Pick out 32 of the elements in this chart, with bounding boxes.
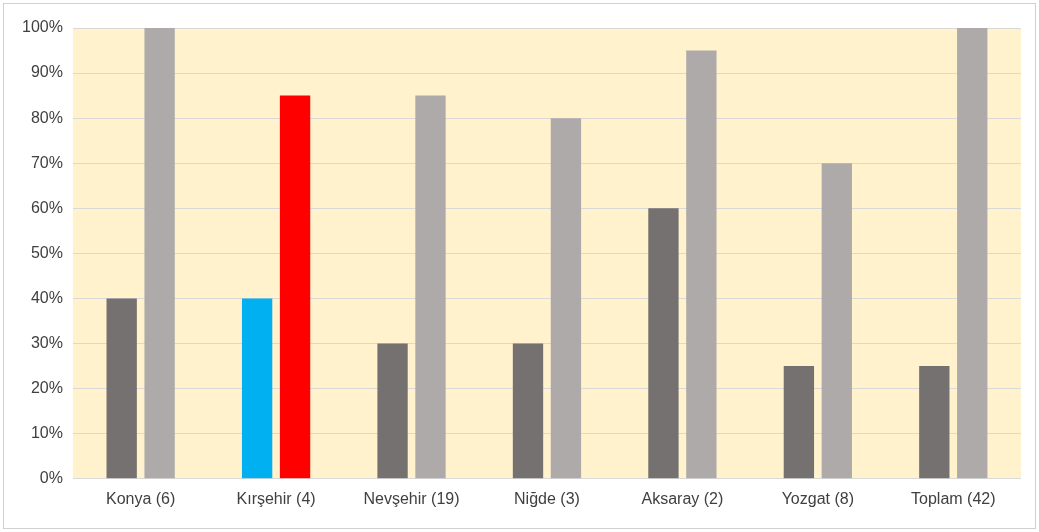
y-tick-label: 80%: [30, 108, 63, 126]
y-tick-label: 10%: [30, 424, 63, 442]
x-tick-label: Aksaray (2): [641, 489, 724, 507]
bar: [919, 366, 950, 479]
x-tick-label: Kırşehir (4): [236, 489, 316, 507]
bar: [279, 95, 311, 479]
y-tick-label: 50%: [30, 243, 63, 261]
x-tick-label: Yozgat (8): [781, 489, 855, 507]
bar: [686, 50, 717, 479]
bar: [377, 343, 408, 479]
bar: [550, 118, 582, 479]
bar: [648, 208, 679, 479]
y-tick-label: 40%: [30, 288, 63, 306]
y-tick-label: 70%: [30, 153, 63, 171]
x-tick-label: Niğde (3): [514, 489, 580, 507]
y-tick-label: 30%: [30, 333, 63, 351]
y-tick-label: 90%: [30, 63, 63, 81]
x-tick-label: Nevşehir (19): [363, 489, 460, 507]
bar: [821, 163, 852, 479]
bar: [512, 343, 544, 479]
x-tick-label: Konya (6): [105, 489, 176, 507]
y-tick-label: 0%: [39, 469, 63, 487]
y-tick-label: 100%: [22, 18, 63, 36]
y-tick-label: 60%: [30, 198, 63, 216]
bar: [783, 366, 815, 479]
bar: [144, 28, 175, 479]
bar: [241, 298, 273, 479]
bar: [415, 95, 446, 479]
y-tick-label: 20%: [30, 379, 63, 397]
bar: [957, 28, 988, 479]
x-tick-label: Toplam (42): [911, 489, 996, 507]
bar: [106, 298, 137, 479]
